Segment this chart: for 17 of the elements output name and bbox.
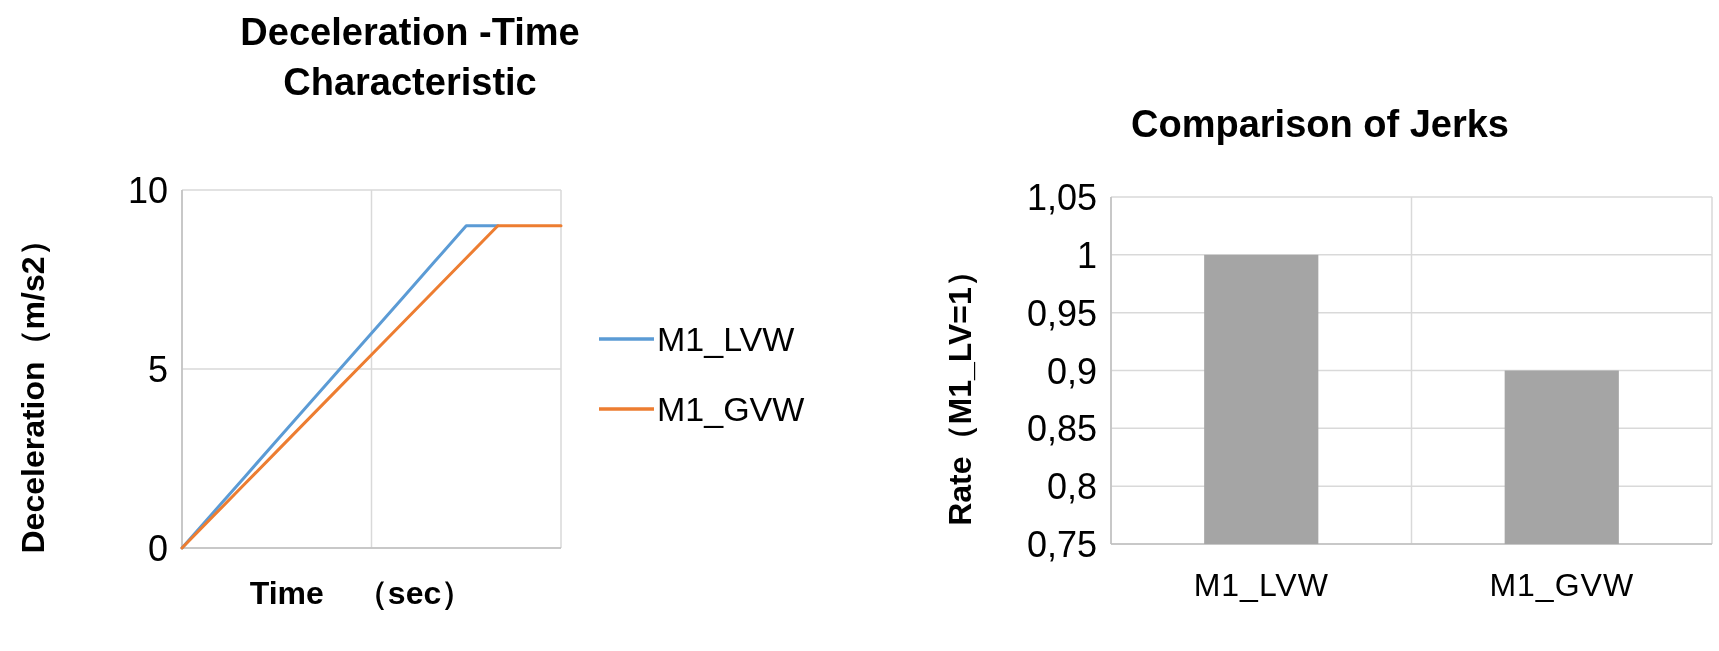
y-tick-label: 0,75 [1026,524,1097,565]
chart-title: Comparison of Jerks [1131,103,1509,145]
y-tick-label: 10 [127,170,168,211]
y-tick-label: 5 [147,349,168,390]
y-tick-label: 0,8 [1046,466,1097,508]
y-tick-label: 0,95 [1026,292,1097,334]
legend-label: M1_GVW [657,390,805,428]
y-axis-title: Rate（M1_LV=1） [942,255,978,526]
chart-title: Deceleration -Time Characteristic [240,11,580,103]
legend-label: M1_LVW [657,320,795,358]
y-tick-label: 0,85 [1026,408,1097,450]
y-tick-label: 0,9 [1046,350,1097,392]
y-tick-label: 1 [1076,234,1097,276]
y-tick-label: 0 [147,528,168,569]
x-axis-title: Time （sec） [249,575,474,611]
y-tick-label: 1,05 [1026,177,1097,218]
y-axis-title: Deceleration（m/s2） [15,224,51,554]
